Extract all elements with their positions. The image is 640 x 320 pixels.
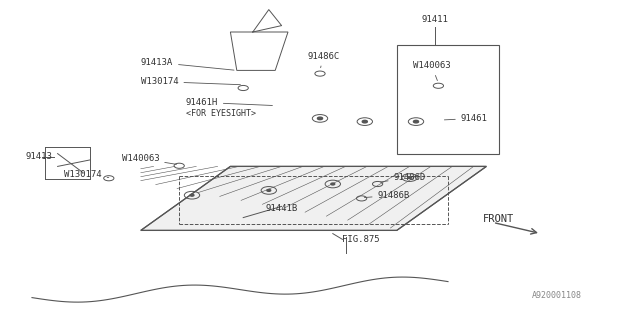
Text: 91461H: 91461H <box>186 98 273 107</box>
Polygon shape <box>141 166 486 230</box>
Text: FIG.875: FIG.875 <box>342 236 380 244</box>
Circle shape <box>331 183 335 185</box>
Text: 91413A: 91413A <box>141 58 234 70</box>
Text: A920001108: A920001108 <box>532 292 582 300</box>
Circle shape <box>317 117 323 120</box>
Text: 91461: 91461 <box>444 114 488 123</box>
Circle shape <box>362 120 367 123</box>
Text: 91441B: 91441B <box>266 204 298 212</box>
Text: 91486B: 91486B <box>364 191 410 200</box>
Circle shape <box>408 177 412 179</box>
Text: 91413: 91413 <box>26 152 52 161</box>
Text: W140063: W140063 <box>122 154 177 164</box>
Text: <FOR EYESIGHT>: <FOR EYESIGHT> <box>186 109 255 118</box>
Text: W130174: W130174 <box>141 77 241 86</box>
Circle shape <box>413 120 419 123</box>
Circle shape <box>190 194 194 196</box>
Text: W140063: W140063 <box>413 61 451 81</box>
Text: W130174: W130174 <box>64 170 109 179</box>
Text: 91486D: 91486D <box>380 173 426 182</box>
Text: 91486C: 91486C <box>307 52 339 68</box>
Circle shape <box>267 189 271 191</box>
Text: FRONT: FRONT <box>483 214 515 224</box>
Text: 91411: 91411 <box>422 15 449 24</box>
